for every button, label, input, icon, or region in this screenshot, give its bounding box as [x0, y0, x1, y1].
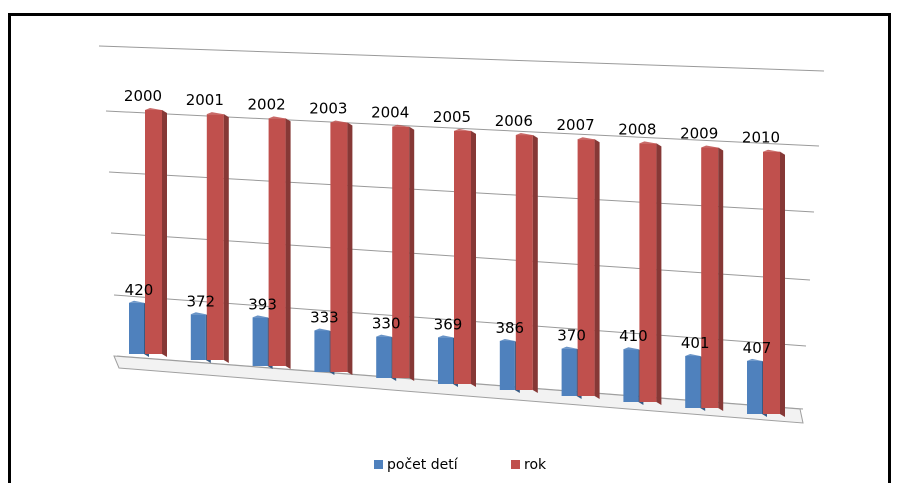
data-label-series-1-2006: 386: [495, 319, 524, 337]
data-label-series-2-2005: 2005: [433, 108, 471, 126]
data-label-series-2-2007: 2007: [557, 116, 595, 134]
data-label-series-2-2010: 2010: [742, 129, 780, 147]
bar-rok-2004: [392, 124, 415, 382]
legend-label-series-1: počet detí: [387, 457, 459, 473]
data-labels: 420 2000 372 2001 393 2002 333 2003 330 2004 369 20…: [124, 87, 780, 357]
data-label-series-1-2007: 370: [557, 327, 586, 345]
data-label-series-1-2005: 369: [434, 315, 463, 333]
bar-rok-2005: [454, 128, 476, 387]
data-label-series-2-2008: 2008: [618, 120, 656, 138]
data-label-series-2-2002: 2002: [248, 95, 286, 113]
data-label-series-1-2003: 333: [310, 309, 339, 327]
bar-rok-2003: [330, 120, 353, 375]
legend-swatch-series-1: [374, 460, 383, 469]
bar-rok-2008: [639, 141, 662, 405]
data-label-series-2-2006: 2006: [495, 112, 533, 130]
data-label-series-1-2002: 393: [248, 295, 277, 313]
data-label-series-1-2008: 410: [619, 327, 648, 345]
data-label-series-1-2010: 407: [743, 339, 772, 357]
gridline: [98, 45, 825, 72]
bar-rok-2001: [206, 112, 229, 363]
data-label-series-1-2000: 420: [125, 281, 154, 299]
data-label-series-2-2004: 2004: [371, 104, 409, 122]
bar-rok-2002: [268, 116, 291, 369]
data-label-series-2-2000: 2000: [124, 87, 162, 105]
data-label-series-1-2004: 330: [372, 315, 401, 333]
bar-rok-2010: [763, 149, 785, 417]
legend-swatch-series-2: [511, 460, 520, 469]
bar-rok-2009: [701, 145, 724, 412]
bar-rok-2006: [515, 133, 538, 393]
chart-frame: 420 2000 372 2001 393 2002 333 2003 330 2004 369 20…: [8, 13, 891, 483]
legend: počet detí rok: [374, 457, 547, 473]
data-label-series-1-2009: 401: [681, 334, 710, 352]
data-label-series-1-2001: 372: [186, 292, 215, 310]
chart: 420 2000 372 2001 393 2002 333 2003 330 2004 369 20…: [98, 45, 825, 473]
bars: [129, 108, 785, 417]
data-label-series-2-2009: 2009: [680, 125, 718, 143]
data-label-series-2-2003: 2003: [309, 100, 347, 118]
data-label-series-2-2001: 2001: [186, 91, 224, 109]
bar-rok-2007: [577, 137, 600, 399]
bar-rok-2000: [145, 108, 167, 357]
legend-label-series-2: rok: [524, 457, 547, 473]
